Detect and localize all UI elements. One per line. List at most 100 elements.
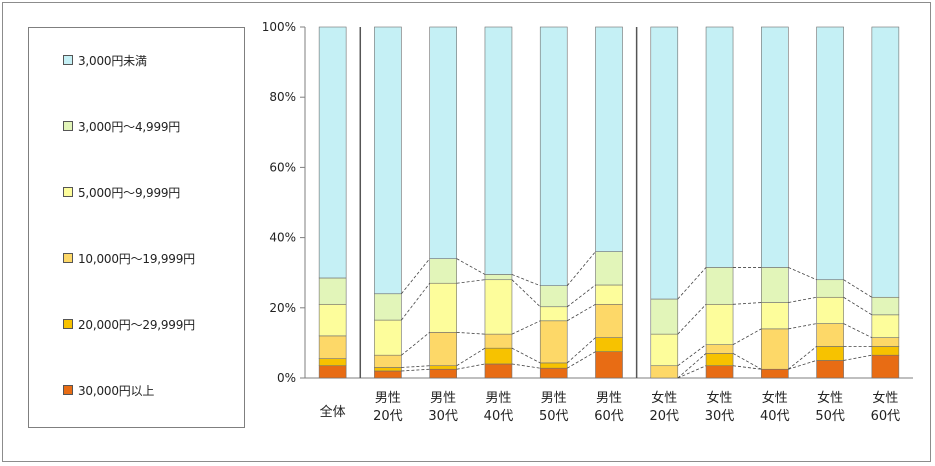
bar-segment — [374, 367, 402, 372]
series-connector — [456, 347, 486, 367]
bar-segment — [429, 365, 457, 370]
x-category-label: 男性 — [430, 391, 456, 406]
bar-segment — [705, 353, 734, 367]
y-tick-label: 100% — [262, 20, 296, 34]
legend-label: 5,000円～9,999円 — [78, 185, 181, 200]
x-category-label: 40代 — [484, 409, 514, 424]
series-connector — [843, 354, 872, 361]
y-tick-label: 20% — [269, 301, 296, 315]
series-connector — [788, 296, 817, 303]
bar-segment — [429, 332, 457, 367]
series-connector — [401, 282, 430, 321]
bar-segment — [871, 354, 900, 379]
x-category-label: 男性 — [541, 391, 567, 406]
series-connector — [511, 279, 541, 308]
bar-segment — [705, 344, 734, 354]
x-category-label: 女性 — [817, 390, 843, 406]
legend-item: 5,000円～9,999円 — [63, 184, 180, 200]
x-category-label: 女性 — [762, 390, 788, 406]
bar-segment — [650, 365, 679, 379]
x-category-label: 男性 — [485, 391, 511, 406]
bar-segment — [595, 284, 623, 305]
series-connector — [401, 368, 430, 372]
bar-segment — [484, 333, 513, 349]
bar-segment — [705, 303, 734, 345]
bar-segment — [539, 26, 568, 286]
bar-segment — [429, 282, 457, 333]
legend-swatch — [63, 121, 73, 131]
bar-segment — [871, 26, 900, 298]
series-connector — [843, 323, 873, 338]
legend-swatch — [63, 187, 73, 197]
bar-segment — [871, 296, 900, 316]
bar-segment — [539, 320, 568, 364]
series-connector — [566, 284, 596, 308]
x-category-label: 女性 — [707, 390, 733, 406]
bar-segment — [816, 360, 844, 379]
y-tick-label: 60% — [269, 160, 296, 174]
legend-label: 20,000円～29,999円 — [78, 317, 195, 332]
bar-segment — [761, 302, 789, 330]
bar-segment — [484, 26, 513, 275]
legend-label: 3,000円～4,999円 — [78, 119, 181, 134]
x-category-label: 40代 — [760, 409, 790, 424]
x-category-label: 男性 — [596, 391, 622, 406]
bar-segment — [318, 26, 347, 279]
series-connector — [677, 353, 707, 379]
bar-segment — [705, 26, 734, 268]
bar-segment — [374, 354, 402, 368]
series-connector — [567, 303, 596, 322]
bar-segment — [871, 314, 900, 338]
series-connector — [788, 346, 817, 370]
bar-segment — [705, 365, 734, 379]
x-category-label: 男性 — [375, 391, 401, 406]
bar-segment — [871, 346, 900, 356]
series-connector — [511, 274, 541, 287]
bar-segment — [816, 26, 844, 281]
legend-item: 3,000円～4,999円 — [63, 118, 180, 134]
x-category-label: 60代 — [594, 409, 624, 424]
legend-swatch — [63, 55, 73, 65]
bar-segment — [539, 306, 568, 322]
bar-segment — [429, 26, 457, 259]
series-connector — [732, 328, 762, 346]
bar-segment — [871, 337, 900, 347]
legend-item: 3,000円未満 — [63, 52, 147, 68]
legend-label: 30,000円以上 — [78, 383, 155, 398]
series-connector — [677, 365, 707, 379]
series-connector — [401, 332, 430, 356]
bar-segment — [539, 362, 568, 369]
bar-segment — [650, 298, 679, 335]
legend-item: 30,000円以上 — [63, 382, 154, 398]
bar-segment — [539, 367, 568, 379]
series-connector — [732, 353, 762, 370]
bar-segment — [374, 370, 402, 379]
legend: 3,000円未満 3,000円～4,999円 5,000円～9,999円 10,000… — [28, 27, 245, 428]
series-connector — [456, 363, 486, 370]
series-connector — [401, 258, 430, 295]
legend-item: 20,000円～29,999円 — [63, 316, 195, 332]
legend-swatch — [63, 385, 73, 395]
series-connector — [677, 267, 707, 300]
series-connector — [511, 363, 541, 369]
y-tick-label: 0% — [277, 371, 296, 385]
legend-swatch — [63, 253, 73, 263]
bar-segment — [318, 277, 347, 305]
y-tick-label: 40% — [269, 231, 296, 245]
x-category-label: 60代 — [871, 409, 901, 424]
bar-segment — [816, 296, 844, 324]
series-connector — [677, 344, 707, 367]
series-connector — [733, 302, 762, 305]
bar-segment — [595, 251, 623, 286]
x-category-label: 全体 — [320, 404, 346, 420]
x-category-label: 50代 — [539, 409, 569, 424]
bar-segment — [761, 368, 789, 379]
bar-segment — [318, 358, 347, 367]
x-category-label: 30代 — [428, 409, 458, 424]
legend-label: 10,000円～19,999円 — [78, 251, 195, 266]
bar-segment — [650, 333, 679, 367]
bar-segment — [539, 285, 568, 308]
legend-item: 10,000円～19,999円 — [63, 250, 195, 266]
bar-segment — [761, 267, 789, 303]
